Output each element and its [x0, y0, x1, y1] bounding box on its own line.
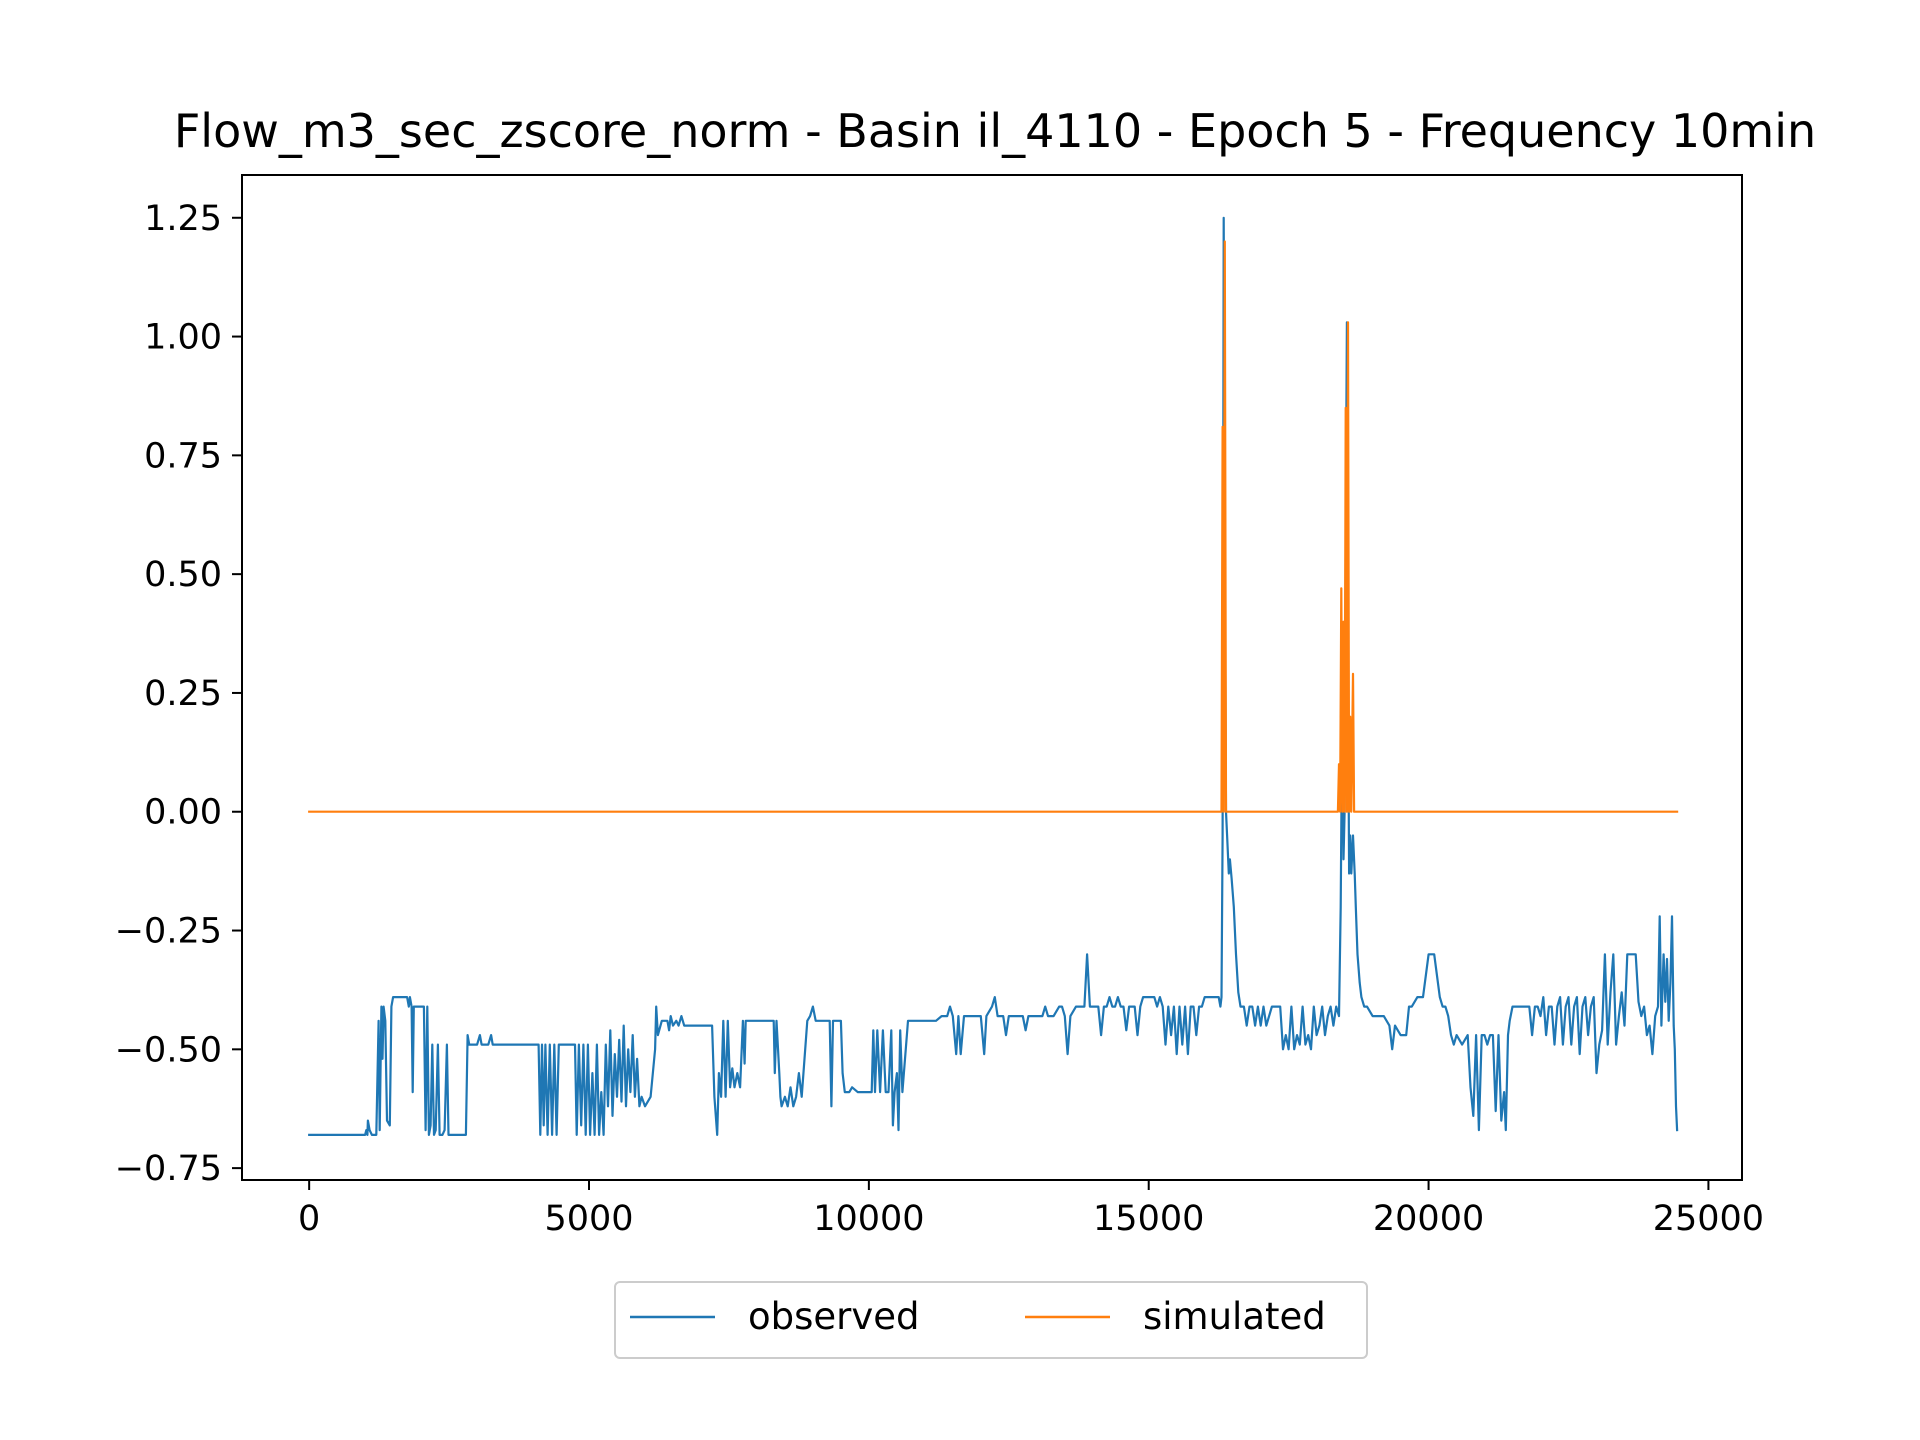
- x-axis: 0 5000 10000 15000 20000 25000: [298, 1180, 1764, 1239]
- series-line-observed: [308, 216, 1679, 1136]
- y-tick-label: 0.00: [144, 793, 222, 833]
- y-tick-label: 1.25: [144, 199, 222, 239]
- legend-frame: [614, 1281, 1368, 1359]
- y-tick-label: 0.25: [144, 674, 222, 714]
- y-tick-label: −0.25: [115, 912, 222, 952]
- plot-area: [241, 174, 1743, 1181]
- legend-label-observed: observed: [748, 1295, 920, 1338]
- legend[interactable]: observed simulated: [614, 1281, 1368, 1359]
- legend-label-simulated: simulated: [1143, 1295, 1326, 1338]
- plot-frame: [241, 174, 1743, 1181]
- y-tick-label: 0.75: [144, 436, 222, 476]
- x-tick-label: 5000: [544, 1199, 633, 1239]
- y-tick-label: −0.75: [115, 1149, 222, 1189]
- x-tick-label: 25000: [1653, 1199, 1764, 1239]
- y-tick-label: 0.50: [144, 555, 222, 595]
- x-tick-label: 15000: [1093, 1199, 1204, 1239]
- y-tick-label: 1.00: [144, 318, 222, 358]
- series-line-simulated: [308, 240, 1679, 813]
- x-tick-label: 10000: [813, 1199, 924, 1239]
- x-tick-label: 0: [298, 1199, 320, 1239]
- series-layer: [308, 216, 1679, 1136]
- y-tick-label: −0.50: [115, 1030, 222, 1070]
- y-axis: 1.25 1.00 0.75 0.50 0.25 0.00 −0.25 −0.50 −0.75: [115, 199, 242, 1189]
- x-tick-label: 20000: [1373, 1199, 1484, 1239]
- chart-title: Flow_m3_sec_zscore_norm - Basin il_4110 …: [174, 104, 1816, 158]
